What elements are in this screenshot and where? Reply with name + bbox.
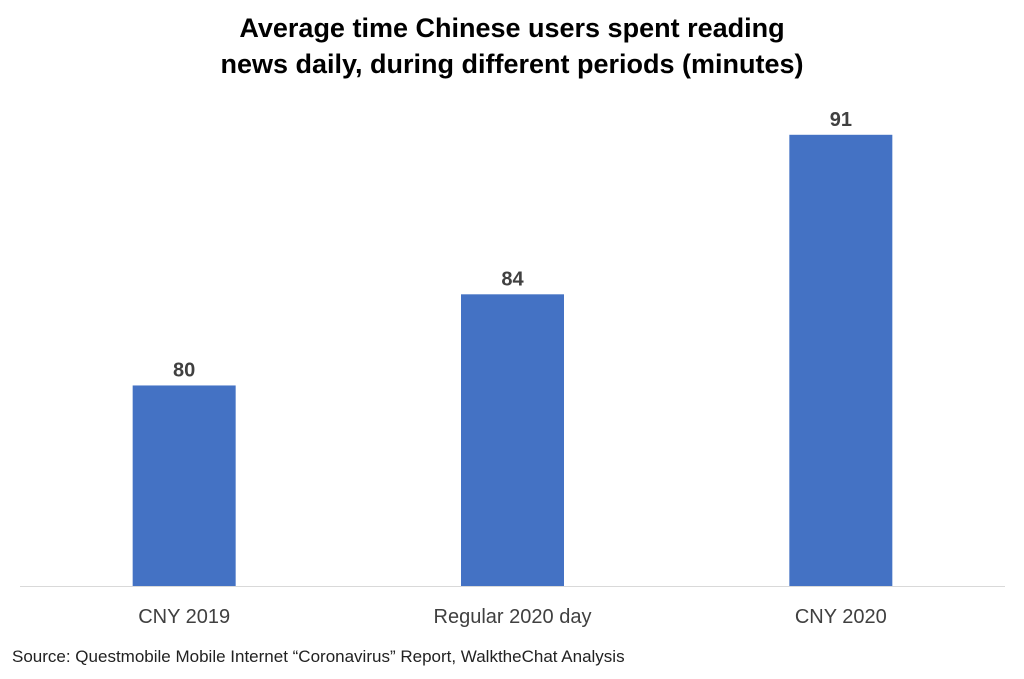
bar-2 <box>461 294 564 586</box>
chart-title-line-1: Average time Chinese users spent reading <box>239 13 785 43</box>
category-label-3: CNY 2020 <box>795 606 887 628</box>
source-note: Source: Questmobile Mobile Internet “Cor… <box>12 647 625 666</box>
chart-title: Average time Chinese users spent reading… <box>0 10 1024 82</box>
data-label-1: 80 <box>173 359 195 381</box>
category-label-1: CNY 2019 <box>138 606 230 628</box>
chart-title-line-2: news daily, during different periods (mi… <box>220 49 804 79</box>
bar-3 <box>789 134 893 587</box>
category-label-2: Regular 2020 day <box>434 606 592 628</box>
bars-layer <box>132 134 893 587</box>
data-label-3: 91 <box>830 109 852 131</box>
data-label-2: 84 <box>501 268 524 290</box>
bar-1 <box>132 385 236 586</box>
category-labels-layer: CNY 2019 Regular 2020 day CNY 2020 <box>138 606 887 628</box>
data-labels-layer: 80 84 91 <box>173 109 852 382</box>
